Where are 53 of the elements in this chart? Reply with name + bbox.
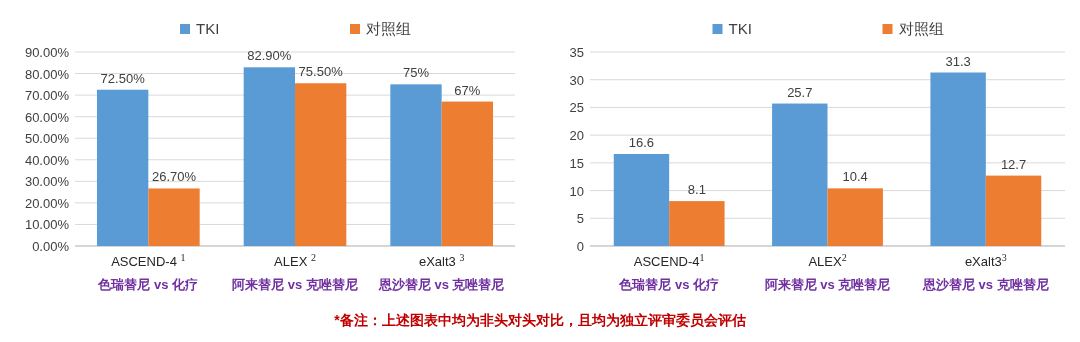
bar bbox=[97, 89, 149, 246]
data-label: 75.50% bbox=[298, 64, 344, 80]
bar bbox=[772, 103, 828, 246]
y-tick-label: 0.00% bbox=[32, 239, 70, 254]
y-tick-label: 50.00% bbox=[24, 131, 70, 147]
legend-label: TKI bbox=[196, 20, 220, 37]
y-tick-label: 20 bbox=[569, 128, 584, 144]
category-label: eXalt3$^{3}$ 恩沙替尼 vs 克唑替尼 bbox=[922, 251, 1049, 292]
y-tick-label: 15 bbox=[569, 155, 584, 171]
category-label: ALEX$^{2}$ 阿来替尼 vs 克唑替尼 bbox=[764, 251, 891, 292]
y-tick-label: 70.00% bbox=[24, 88, 70, 104]
bar bbox=[243, 67, 295, 246]
bar bbox=[295, 83, 347, 246]
y-tick-label: 30.00% bbox=[24, 174, 70, 190]
bar bbox=[441, 101, 493, 246]
bar bbox=[669, 201, 725, 246]
y-tick-label: 10 bbox=[569, 183, 584, 199]
text: *备注：上述图表中均为非头对头对比，且均为独立评审委员会评估 bbox=[334, 312, 746, 328]
y-tick-label: 60.00% bbox=[24, 109, 70, 125]
legend-label: TKI bbox=[728, 20, 752, 37]
category-label: ASCEND-4 $^{1}$ 色瑞替尼 vs 化疗 bbox=[98, 251, 199, 292]
data-label: 10.4 bbox=[842, 169, 868, 185]
bar bbox=[930, 72, 986, 246]
y-tick-label: 10.00% bbox=[24, 217, 70, 233]
y-tick-label: 0 bbox=[576, 239, 584, 254]
category-label: ALEX $^{2}$ 阿来替尼 vs 克唑替尼 bbox=[232, 251, 358, 292]
y-tick-label: 20.00% bbox=[24, 195, 70, 211]
data-label: 16.6 bbox=[628, 134, 655, 150]
bar bbox=[613, 153, 670, 246]
data-label: 82.90% bbox=[247, 48, 292, 64]
y-tick-label: 25 bbox=[569, 100, 584, 116]
bar bbox=[390, 84, 442, 246]
legend-label: 对照组 bbox=[898, 20, 944, 37]
category-label: eXalt3 $^{3}$ 恩沙替尼 vs 克唑替尼 bbox=[378, 251, 505, 292]
y-tick-label: 90.00% bbox=[24, 45, 70, 60]
data-label: 31.3 bbox=[945, 53, 971, 69]
bar bbox=[148, 188, 200, 246]
data-label: 8.1 bbox=[687, 182, 706, 198]
data-label: 72.50% bbox=[100, 70, 146, 86]
y-tick-label: 80.00% bbox=[24, 66, 70, 82]
y-tick-label: 40.00% bbox=[24, 152, 70, 168]
y-tick-label: 35 bbox=[569, 45, 584, 60]
data-label: 26.70% bbox=[151, 169, 197, 185]
legend-label: 对照组 bbox=[366, 20, 411, 37]
data-label: 75% bbox=[402, 65, 430, 81]
y-tick-label: 5 bbox=[576, 211, 584, 227]
bar bbox=[827, 188, 883, 246]
category-label: ASCEND-4$^{1}$ 色瑞替尼 vs 化疗 bbox=[619, 251, 720, 292]
y-tick-label: 30 bbox=[569, 72, 584, 88]
data-label: 67% bbox=[454, 82, 481, 98]
data-label: 12.7 bbox=[1000, 156, 1027, 172]
bar bbox=[985, 175, 1042, 246]
data-label: 25.7 bbox=[787, 84, 813, 100]
